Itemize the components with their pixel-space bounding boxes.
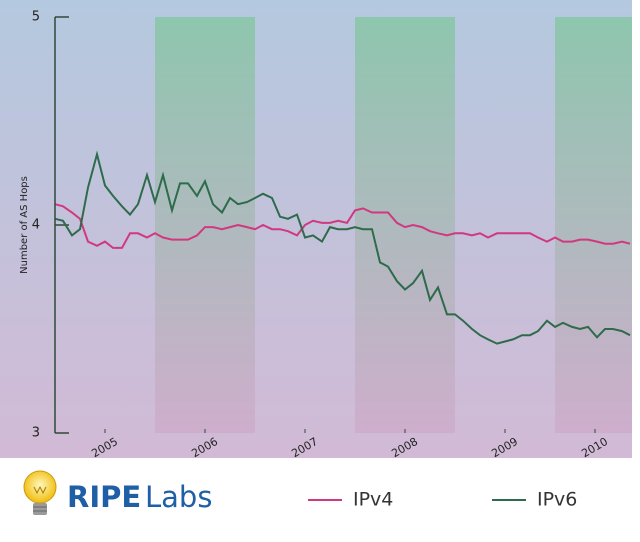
series-line xyxy=(54,203,631,249)
y-axis-label: Number of AS Hops xyxy=(19,176,30,274)
legend-label: IPv6 xyxy=(537,489,577,511)
shaded-band xyxy=(355,17,455,433)
plot-background xyxy=(0,0,632,458)
series-line xyxy=(54,150,631,345)
y-tick-label: 3 xyxy=(32,426,40,441)
logo: RIPE Labs xyxy=(23,470,212,515)
shaded-band xyxy=(555,17,632,433)
logo-suffix: Labs xyxy=(145,480,212,514)
y-tick-label: 5 xyxy=(32,10,40,25)
y-tick-label: 4 xyxy=(32,218,40,233)
legend-label: IPv4 xyxy=(353,489,393,511)
logo-name: RIPE xyxy=(67,480,141,514)
